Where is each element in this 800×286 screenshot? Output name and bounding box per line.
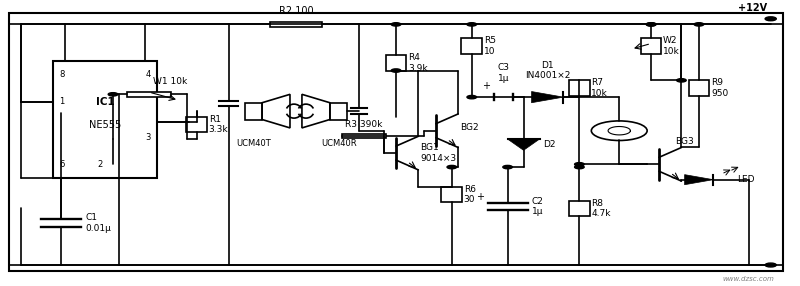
Circle shape — [467, 96, 477, 99]
Text: R1
3.3k: R1 3.3k — [209, 115, 228, 134]
Text: UCM40T: UCM40T — [236, 139, 270, 148]
Text: 1: 1 — [59, 97, 65, 106]
Bar — [245, 103, 262, 120]
Text: BG3: BG3 — [675, 137, 694, 146]
Bar — [270, 22, 322, 27]
Text: W2
10k: W2 10k — [663, 36, 680, 56]
Text: 2: 2 — [97, 160, 102, 169]
Text: R9
950: R9 950 — [711, 78, 728, 98]
Text: 8: 8 — [59, 70, 65, 79]
Circle shape — [467, 23, 477, 26]
Circle shape — [694, 23, 704, 26]
Bar — [569, 201, 590, 216]
Text: D1
IN4001×2: D1 IN4001×2 — [525, 61, 570, 80]
Circle shape — [391, 23, 401, 26]
Circle shape — [765, 17, 776, 21]
Circle shape — [447, 165, 457, 169]
Text: +12V: +12V — [738, 3, 766, 13]
Circle shape — [108, 93, 118, 96]
Circle shape — [646, 23, 656, 26]
Text: 4: 4 — [146, 70, 150, 79]
Text: BG1
9014×3: BG1 9014×3 — [420, 143, 456, 163]
Bar — [342, 134, 386, 138]
Text: W1 10k: W1 10k — [153, 77, 187, 86]
Bar — [54, 61, 157, 178]
Text: www.dzsc.com: www.dzsc.com — [723, 276, 774, 282]
Text: R5
10: R5 10 — [484, 36, 496, 56]
Polygon shape — [531, 92, 563, 103]
Bar — [641, 38, 662, 54]
Text: UCM40R: UCM40R — [321, 139, 357, 148]
Bar — [127, 92, 170, 97]
Text: C1
0.01μ: C1 0.01μ — [85, 213, 111, 233]
Bar — [330, 103, 347, 120]
Text: R7
10k: R7 10k — [591, 78, 608, 98]
Circle shape — [574, 165, 584, 169]
Text: 6: 6 — [59, 160, 65, 169]
Circle shape — [646, 23, 656, 26]
Bar — [386, 55, 406, 71]
Circle shape — [574, 163, 584, 166]
Text: D2: D2 — [543, 140, 556, 149]
Circle shape — [503, 165, 513, 169]
Circle shape — [765, 263, 776, 267]
Text: LED: LED — [738, 175, 754, 184]
Text: BG2: BG2 — [460, 123, 478, 132]
Text: NE555: NE555 — [89, 120, 121, 130]
Circle shape — [677, 79, 686, 82]
Text: C3
1μ: C3 1μ — [498, 63, 510, 83]
Circle shape — [391, 69, 401, 72]
Polygon shape — [685, 175, 714, 185]
Text: +: + — [476, 192, 484, 202]
Bar — [569, 80, 590, 96]
Text: R4
3.9k: R4 3.9k — [408, 53, 427, 73]
Text: R6
30: R6 30 — [464, 185, 476, 204]
Text: R3 390k: R3 390k — [346, 120, 383, 129]
Text: IC1: IC1 — [96, 97, 114, 107]
Bar — [442, 187, 462, 202]
Text: C2
1μ: C2 1μ — [531, 196, 543, 216]
Text: R2 100: R2 100 — [279, 6, 314, 16]
Text: R8
4.7k: R8 4.7k — [591, 199, 611, 218]
Bar — [689, 80, 710, 96]
Text: 3: 3 — [145, 133, 150, 142]
Bar — [186, 117, 207, 132]
Text: +: + — [482, 81, 490, 91]
Polygon shape — [508, 139, 539, 150]
Bar — [462, 38, 482, 54]
